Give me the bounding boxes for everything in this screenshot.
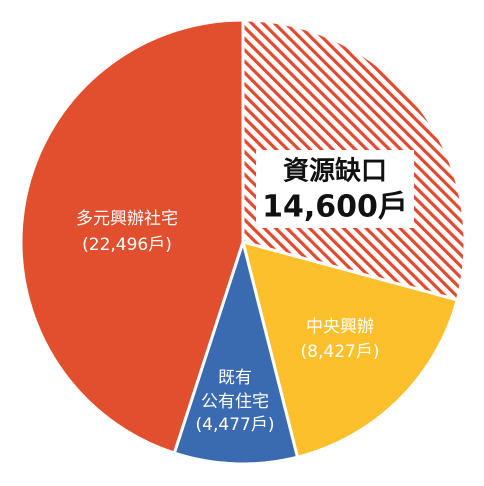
pie-slices [19,18,467,466]
pie-slice-existing [172,240,299,466]
existing-slice-value: (4,477戶) [196,415,275,435]
gap-callout-box [256,150,414,228]
diverse-slice-value: (22,496戶) [82,235,172,255]
gap-slice-value: 14,600戶 [262,190,408,225]
existing-slice-label-line1: 既有 [218,368,252,388]
gap-slice-label: 資源缺口 [283,157,387,187]
existing-slice-label-line2: 公有住宅 [201,392,269,412]
diverse-slice-label: 多元興辦社宅 [76,209,178,229]
central-slice-value: (8,427戶) [301,342,380,362]
pie-slice-diverse [19,18,245,455]
pie-slice-central [241,240,459,459]
central-slice-label: 中央興辦 [306,317,374,337]
